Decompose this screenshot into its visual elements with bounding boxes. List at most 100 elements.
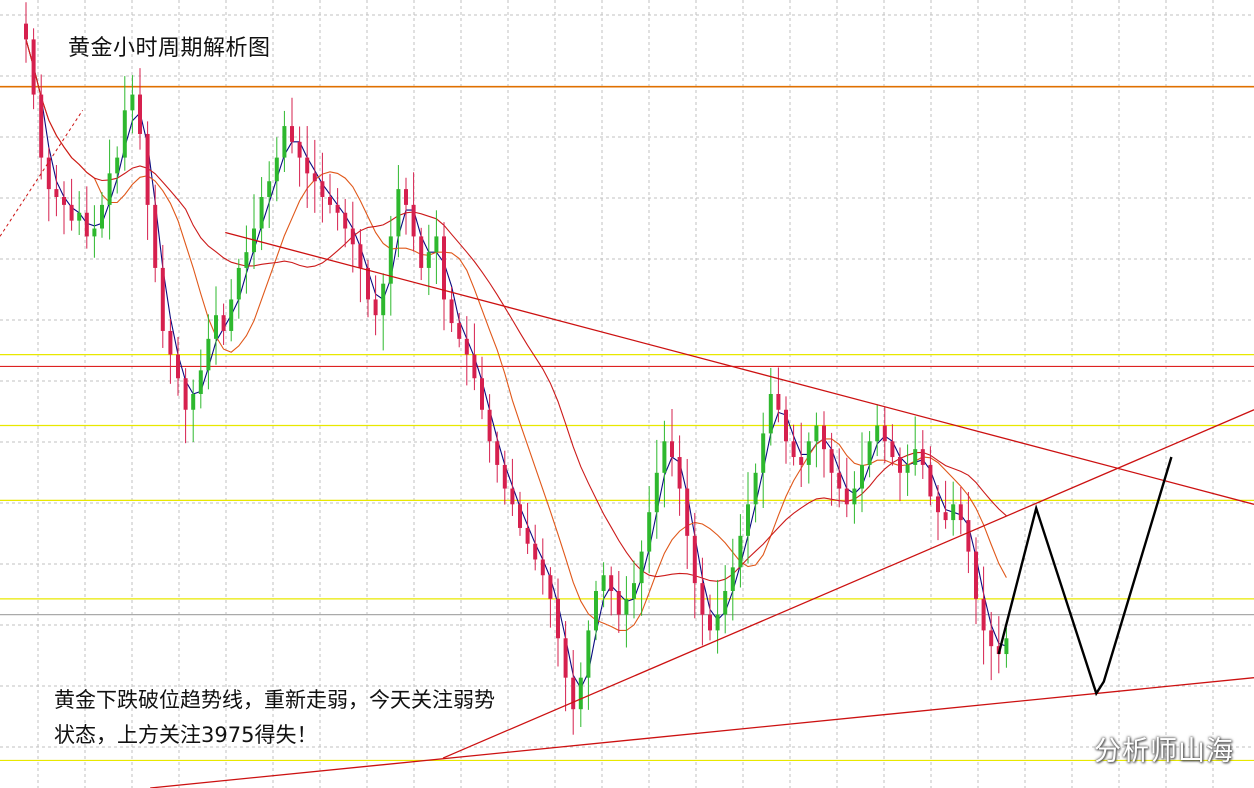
candle-bear: [670, 441, 674, 458]
candle-bear: [183, 378, 188, 410]
candle-bull: [259, 197, 264, 229]
candle-bear: [974, 551, 978, 599]
candle-bear: [343, 212, 348, 229]
candle-bear: [928, 464, 933, 497]
candle-bear: [449, 299, 454, 324]
annotation-line-1: 黄金下跌破位趋势线，重新走弱，今天关注弱势: [54, 688, 495, 712]
candle-bear: [799, 457, 804, 465]
candle-bear: [510, 488, 515, 505]
candle-bear: [829, 449, 834, 473]
candle-bear: [677, 457, 682, 489]
candle-bear: [145, 133, 150, 205]
candle-bull: [875, 425, 880, 442]
candle-bear: [457, 323, 462, 339]
ma-fast-line: [25, 39, 1007, 690]
candle-bear: [312, 173, 317, 182]
candle-bull: [654, 472, 659, 513]
candle-bear: [350, 228, 355, 245]
candle-bear: [708, 614, 712, 631]
candle-bear: [533, 543, 538, 560]
candle-bear: [791, 441, 796, 458]
candle-bear: [692, 535, 697, 584]
candle-bull: [586, 630, 591, 678]
candle-bear: [138, 94, 142, 134]
candle-bull: [426, 252, 431, 268]
candle-bear: [495, 441, 500, 465]
candle-bear: [373, 299, 378, 316]
candle-bear: [898, 457, 902, 473]
candle-bull: [381, 283, 386, 316]
trendline-1: [442, 409, 1254, 759]
candle-bear: [69, 204, 74, 221]
candle-bear: [502, 464, 507, 489]
ma-mid-line: [25, 39, 1007, 631]
candle-bull: [913, 449, 918, 465]
candle-bear: [404, 189, 408, 205]
candle-bull: [730, 567, 735, 591]
candle-bull: [388, 236, 393, 284]
candle-bear: [776, 394, 781, 410]
candle-bear: [221, 315, 226, 331]
candle-bear: [882, 425, 887, 442]
moving-averages: [25, 39, 1007, 690]
candle-bull: [746, 504, 750, 536]
candle-bull: [624, 598, 629, 615]
trendline-dotted: [0, 110, 84, 237]
candle-bull: [122, 110, 127, 158]
watermark: 分析师山海: [1094, 736, 1234, 767]
candle-bear: [411, 204, 416, 237]
candle-bear: [328, 197, 332, 205]
trendlines: [0, 110, 1254, 788]
candle-bear: [320, 181, 325, 197]
candle-bull: [1004, 638, 1009, 655]
candle-bull: [905, 464, 910, 473]
candle-bear: [609, 575, 614, 591]
candle-bear: [822, 425, 826, 450]
candle-bull: [236, 267, 241, 300]
candle-bear: [685, 488, 690, 536]
candle-bear: [920, 449, 925, 465]
candle-bear: [943, 512, 948, 521]
candle-bear: [981, 598, 986, 631]
candle-bull: [594, 591, 598, 631]
projection-path: [997, 456, 1173, 697]
candle-bull: [715, 614, 720, 631]
candle-bull: [578, 677, 583, 710]
candle-bear: [700, 583, 705, 615]
candle-bull: [806, 441, 811, 465]
candle-bull: [206, 338, 211, 371]
candle-bull: [601, 575, 606, 591]
candle-bull: [434, 236, 439, 253]
candle-bull: [860, 464, 864, 489]
candle-bear: [571, 677, 576, 710]
candle-bull: [100, 204, 104, 229]
candle-bear: [616, 591, 621, 615]
candle-bull: [738, 535, 743, 568]
candle-bear: [563, 638, 568, 678]
candle-bear: [168, 330, 173, 355]
candle-bear: [160, 267, 165, 331]
candle-bear: [153, 204, 158, 268]
candle-bear: [472, 354, 477, 379]
candle-bear: [176, 354, 180, 379]
candle-bear: [54, 189, 59, 197]
candle-bull: [852, 488, 857, 505]
candle-bear: [525, 527, 530, 544]
candle-bull: [639, 551, 644, 584]
candle-bull: [115, 157, 120, 174]
candle-bear: [290, 126, 294, 142]
candle-bear: [39, 94, 44, 158]
candle-bear: [31, 39, 36, 95]
candle-bear: [890, 441, 895, 458]
candle-bear: [784, 409, 788, 442]
candle-bear: [24, 23, 28, 40]
candle-bull: [867, 441, 872, 465]
candle-bear: [46, 157, 51, 190]
candle-bull: [814, 425, 819, 442]
candles: [24, 2, 1009, 735]
projection-line: [997, 456, 1173, 697]
candle-bull: [662, 441, 667, 473]
candle-bear: [556, 598, 560, 639]
candle-bull: [92, 228, 97, 237]
